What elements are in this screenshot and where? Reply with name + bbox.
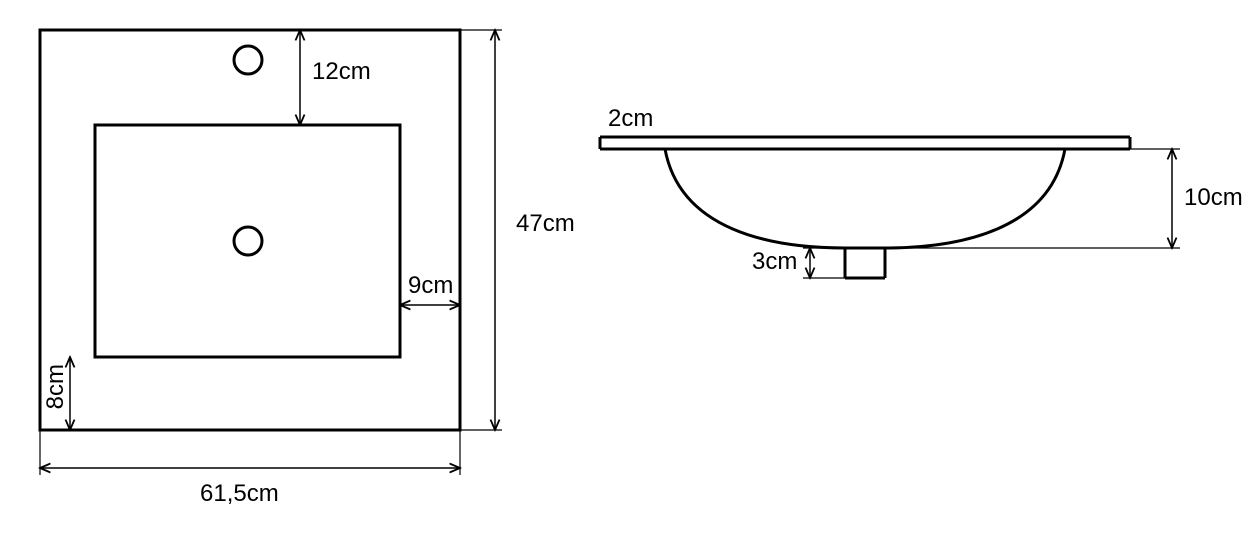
dim-top-margin: 12cm	[312, 58, 371, 86]
tap-hole	[234, 46, 262, 74]
top-outer-rect	[40, 30, 460, 430]
dim-right-margin: 9cm	[408, 272, 453, 300]
dim-drain: 3cm	[752, 248, 797, 276]
drain-hole	[234, 227, 262, 255]
technical-svg	[0, 0, 1250, 534]
dim-width: 61,5cm	[200, 480, 279, 508]
dim-rim: 2cm	[608, 105, 653, 133]
bowl-curve	[665, 149, 1065, 248]
drawing-canvas: 47cm 61,5cm 12cm 9cm 8cm 2cm 10cm 3cm	[0, 0, 1250, 534]
top-inner-rect	[95, 125, 400, 357]
dim-height: 47cm	[516, 210, 575, 238]
dim-depth: 10cm	[1184, 184, 1243, 212]
dim-bottom-margin: 8cm	[42, 364, 70, 409]
